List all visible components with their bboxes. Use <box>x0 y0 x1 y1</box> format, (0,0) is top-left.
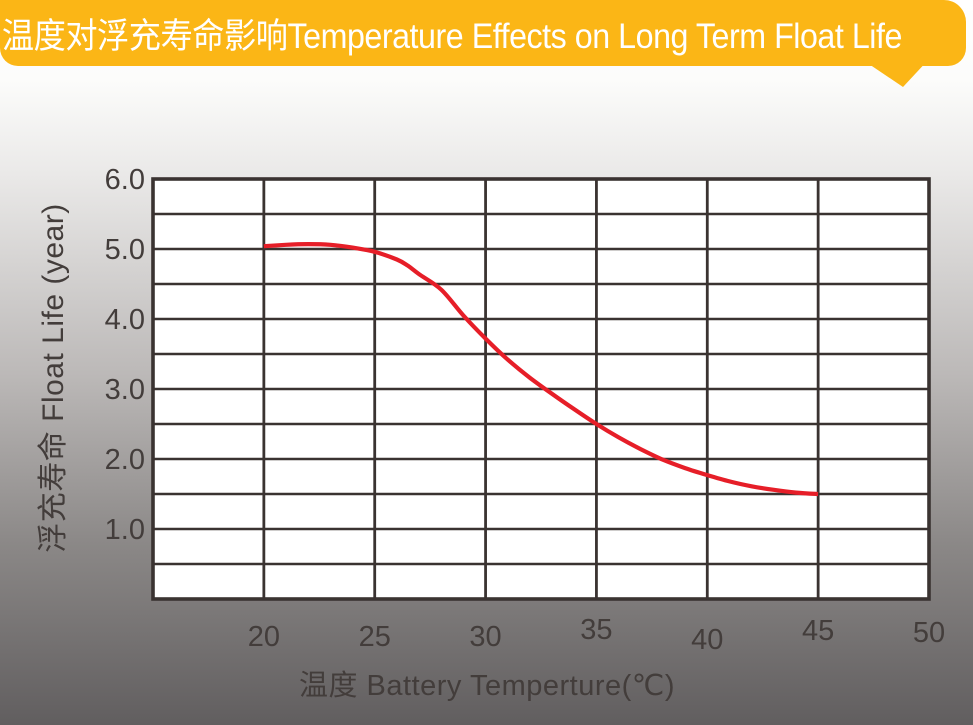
x-tick-label: 35 <box>580 614 613 646</box>
plot-border <box>151 177 931 601</box>
y-tick-label: 1.0 <box>104 514 145 546</box>
x-tick-label: 50 <box>912 617 946 649</box>
y-axis-title: 浮充寿命 Float Life (year) <box>37 203 70 553</box>
title-banner: 温度对浮充寿命影响Temperature Effects on Long Ter… <box>0 0 966 66</box>
chart-title: 温度对浮充寿命影响Temperature Effects on Long Ter… <box>1 16 903 56</box>
x-tick-label: 20 <box>247 621 280 653</box>
series-float-life-vs-temperature <box>263 242 819 497</box>
x-tick-label: 30 <box>469 621 502 653</box>
x-tick-label: 45 <box>802 615 835 647</box>
x-axis-title: 温度 Battery Temperture(℃) <box>298 670 675 702</box>
y-tick-label: 2.0 <box>104 444 145 476</box>
x-tick-label: 40 <box>691 624 724 656</box>
x-tick-label: 25 <box>358 621 391 653</box>
y-tick-label: 6.0 <box>104 164 145 196</box>
y-tick-label: 5.0 <box>104 234 145 266</box>
y-tick-label: 3.0 <box>104 374 145 406</box>
y-tick-label: 4.0 <box>104 304 145 336</box>
